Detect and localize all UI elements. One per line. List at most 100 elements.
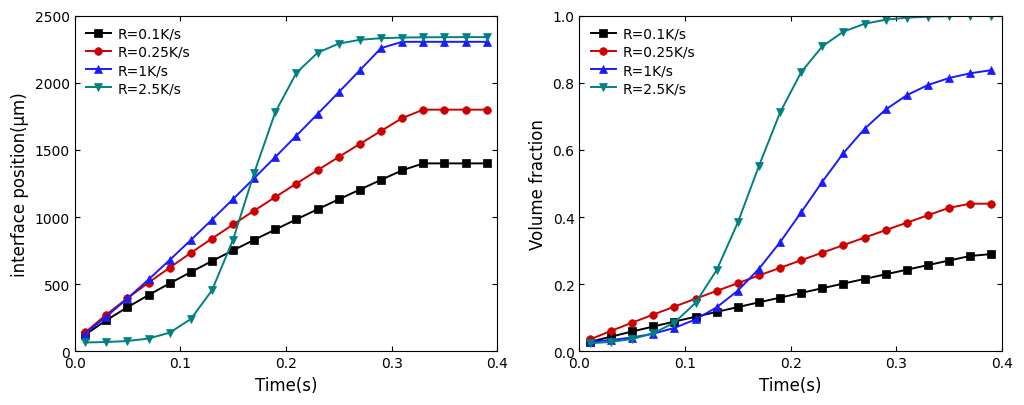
R=1K/s [375, 47, 387, 51]
R=0.1K/s [438, 162, 451, 166]
R=2.5K/s [333, 42, 345, 47]
Line: R=0.1K/s: R=0.1K/s [586, 251, 995, 346]
R=1K/s [922, 83, 934, 88]
R=0.25K/s [584, 337, 596, 342]
Text: b: b [605, 27, 617, 45]
Line: R=1K/s: R=1K/s [81, 39, 490, 337]
R=1K/s [480, 40, 493, 45]
R=0.25K/s [311, 168, 324, 173]
R=0.25K/s [184, 251, 197, 256]
R=1K/s [584, 339, 596, 344]
R=0.25K/s [795, 258, 807, 263]
R=0.1K/s [79, 333, 91, 337]
Line: R=0.25K/s: R=0.25K/s [81, 107, 490, 337]
R=0.25K/s [269, 195, 282, 200]
R=1K/s [396, 40, 409, 45]
Line: R=0.25K/s: R=0.25K/s [586, 200, 995, 343]
R=2.5K/s [142, 336, 155, 341]
R=0.1K/s [669, 320, 681, 324]
R=0.1K/s [753, 300, 765, 305]
R=0.25K/s [689, 296, 701, 301]
R=0.25K/s [711, 289, 723, 294]
R=1K/s [753, 266, 765, 271]
R=2.5K/s [965, 15, 977, 19]
R=0.25K/s [605, 328, 617, 333]
R=2.5K/s [584, 341, 596, 346]
R=0.1K/s [858, 277, 870, 281]
R=0.1K/s [291, 217, 303, 222]
R=2.5K/s [206, 288, 218, 293]
R=2.5K/s [816, 45, 828, 49]
R=1K/s [965, 72, 977, 77]
R=1K/s [417, 40, 429, 45]
R=0.25K/s [647, 312, 659, 317]
R=0.25K/s [858, 236, 870, 241]
R=1K/s [689, 317, 701, 322]
R=0.25K/s [985, 202, 997, 207]
R=2.5K/s [396, 36, 409, 41]
R=0.25K/s [838, 243, 850, 248]
R=0.25K/s [206, 237, 218, 241]
R=0.25K/s [248, 209, 260, 213]
R=1K/s [142, 277, 155, 282]
R=2.5K/s [227, 238, 240, 243]
R=2.5K/s [417, 36, 429, 41]
R=2.5K/s [438, 36, 451, 41]
R=0.1K/s [922, 263, 934, 268]
Text: a: a [100, 27, 112, 45]
Legend: R=0.1K/s, R=0.25K/s, R=1K/s, R=2.5K/s: R=0.1K/s, R=0.25K/s, R=1K/s, R=2.5K/s [82, 23, 195, 100]
R=0.25K/s [732, 281, 744, 286]
Legend: R=0.1K/s, R=0.25K/s, R=1K/s, R=2.5K/s: R=0.1K/s, R=0.25K/s, R=1K/s, R=2.5K/s [587, 23, 699, 100]
R=2.5K/s [901, 16, 913, 21]
R=0.1K/s [711, 310, 723, 315]
R=0.25K/s [774, 266, 786, 271]
Line: R=2.5K/s: R=2.5K/s [586, 13, 995, 347]
R=0.1K/s [206, 259, 218, 264]
R=0.25K/s [669, 305, 681, 309]
R=1K/s [858, 127, 870, 132]
X-axis label: Time(s): Time(s) [760, 376, 822, 394]
R=2.5K/s [943, 15, 955, 19]
R=0.1K/s [880, 272, 892, 277]
R=0.1K/s [333, 197, 345, 202]
R=0.1K/s [626, 329, 638, 334]
R=2.5K/s [858, 22, 870, 27]
R=0.25K/s [922, 213, 934, 218]
R=0.1K/s [689, 315, 701, 320]
R=0.1K/s [605, 335, 617, 339]
R=1K/s [184, 238, 197, 243]
R=2.5K/s [375, 37, 387, 42]
R=0.25K/s [626, 320, 638, 325]
R=2.5K/s [689, 301, 701, 305]
R=1K/s [333, 91, 345, 96]
R=1K/s [460, 40, 472, 45]
R=1K/s [901, 94, 913, 98]
R=0.1K/s [396, 168, 409, 173]
R=2.5K/s [164, 330, 176, 335]
R=0.25K/s [438, 108, 451, 113]
R=0.1K/s [965, 254, 977, 259]
R=0.25K/s [396, 116, 409, 121]
R=0.1K/s [121, 305, 133, 310]
R=2.5K/s [626, 337, 638, 341]
R=1K/s [121, 296, 133, 301]
R=2.5K/s [100, 340, 113, 345]
R=0.25K/s [164, 265, 176, 270]
R=0.25K/s [227, 222, 240, 227]
X-axis label: Time(s): Time(s) [255, 376, 317, 394]
R=2.5K/s [922, 15, 934, 20]
R=0.25K/s [100, 312, 113, 317]
Line: R=1K/s: R=1K/s [586, 67, 995, 346]
R=0.1K/s [227, 248, 240, 253]
R=0.1K/s [732, 305, 744, 310]
R=2.5K/s [480, 36, 493, 41]
R=0.25K/s [943, 206, 955, 211]
R=0.25K/s [816, 251, 828, 256]
R=1K/s [838, 151, 850, 156]
Line: R=0.1K/s: R=0.1K/s [81, 160, 490, 339]
R=0.1K/s [164, 281, 176, 286]
R=2.5K/s [880, 18, 892, 23]
R=2.5K/s [795, 70, 807, 75]
R=1K/s [438, 40, 451, 45]
R=0.1K/s [417, 162, 429, 166]
